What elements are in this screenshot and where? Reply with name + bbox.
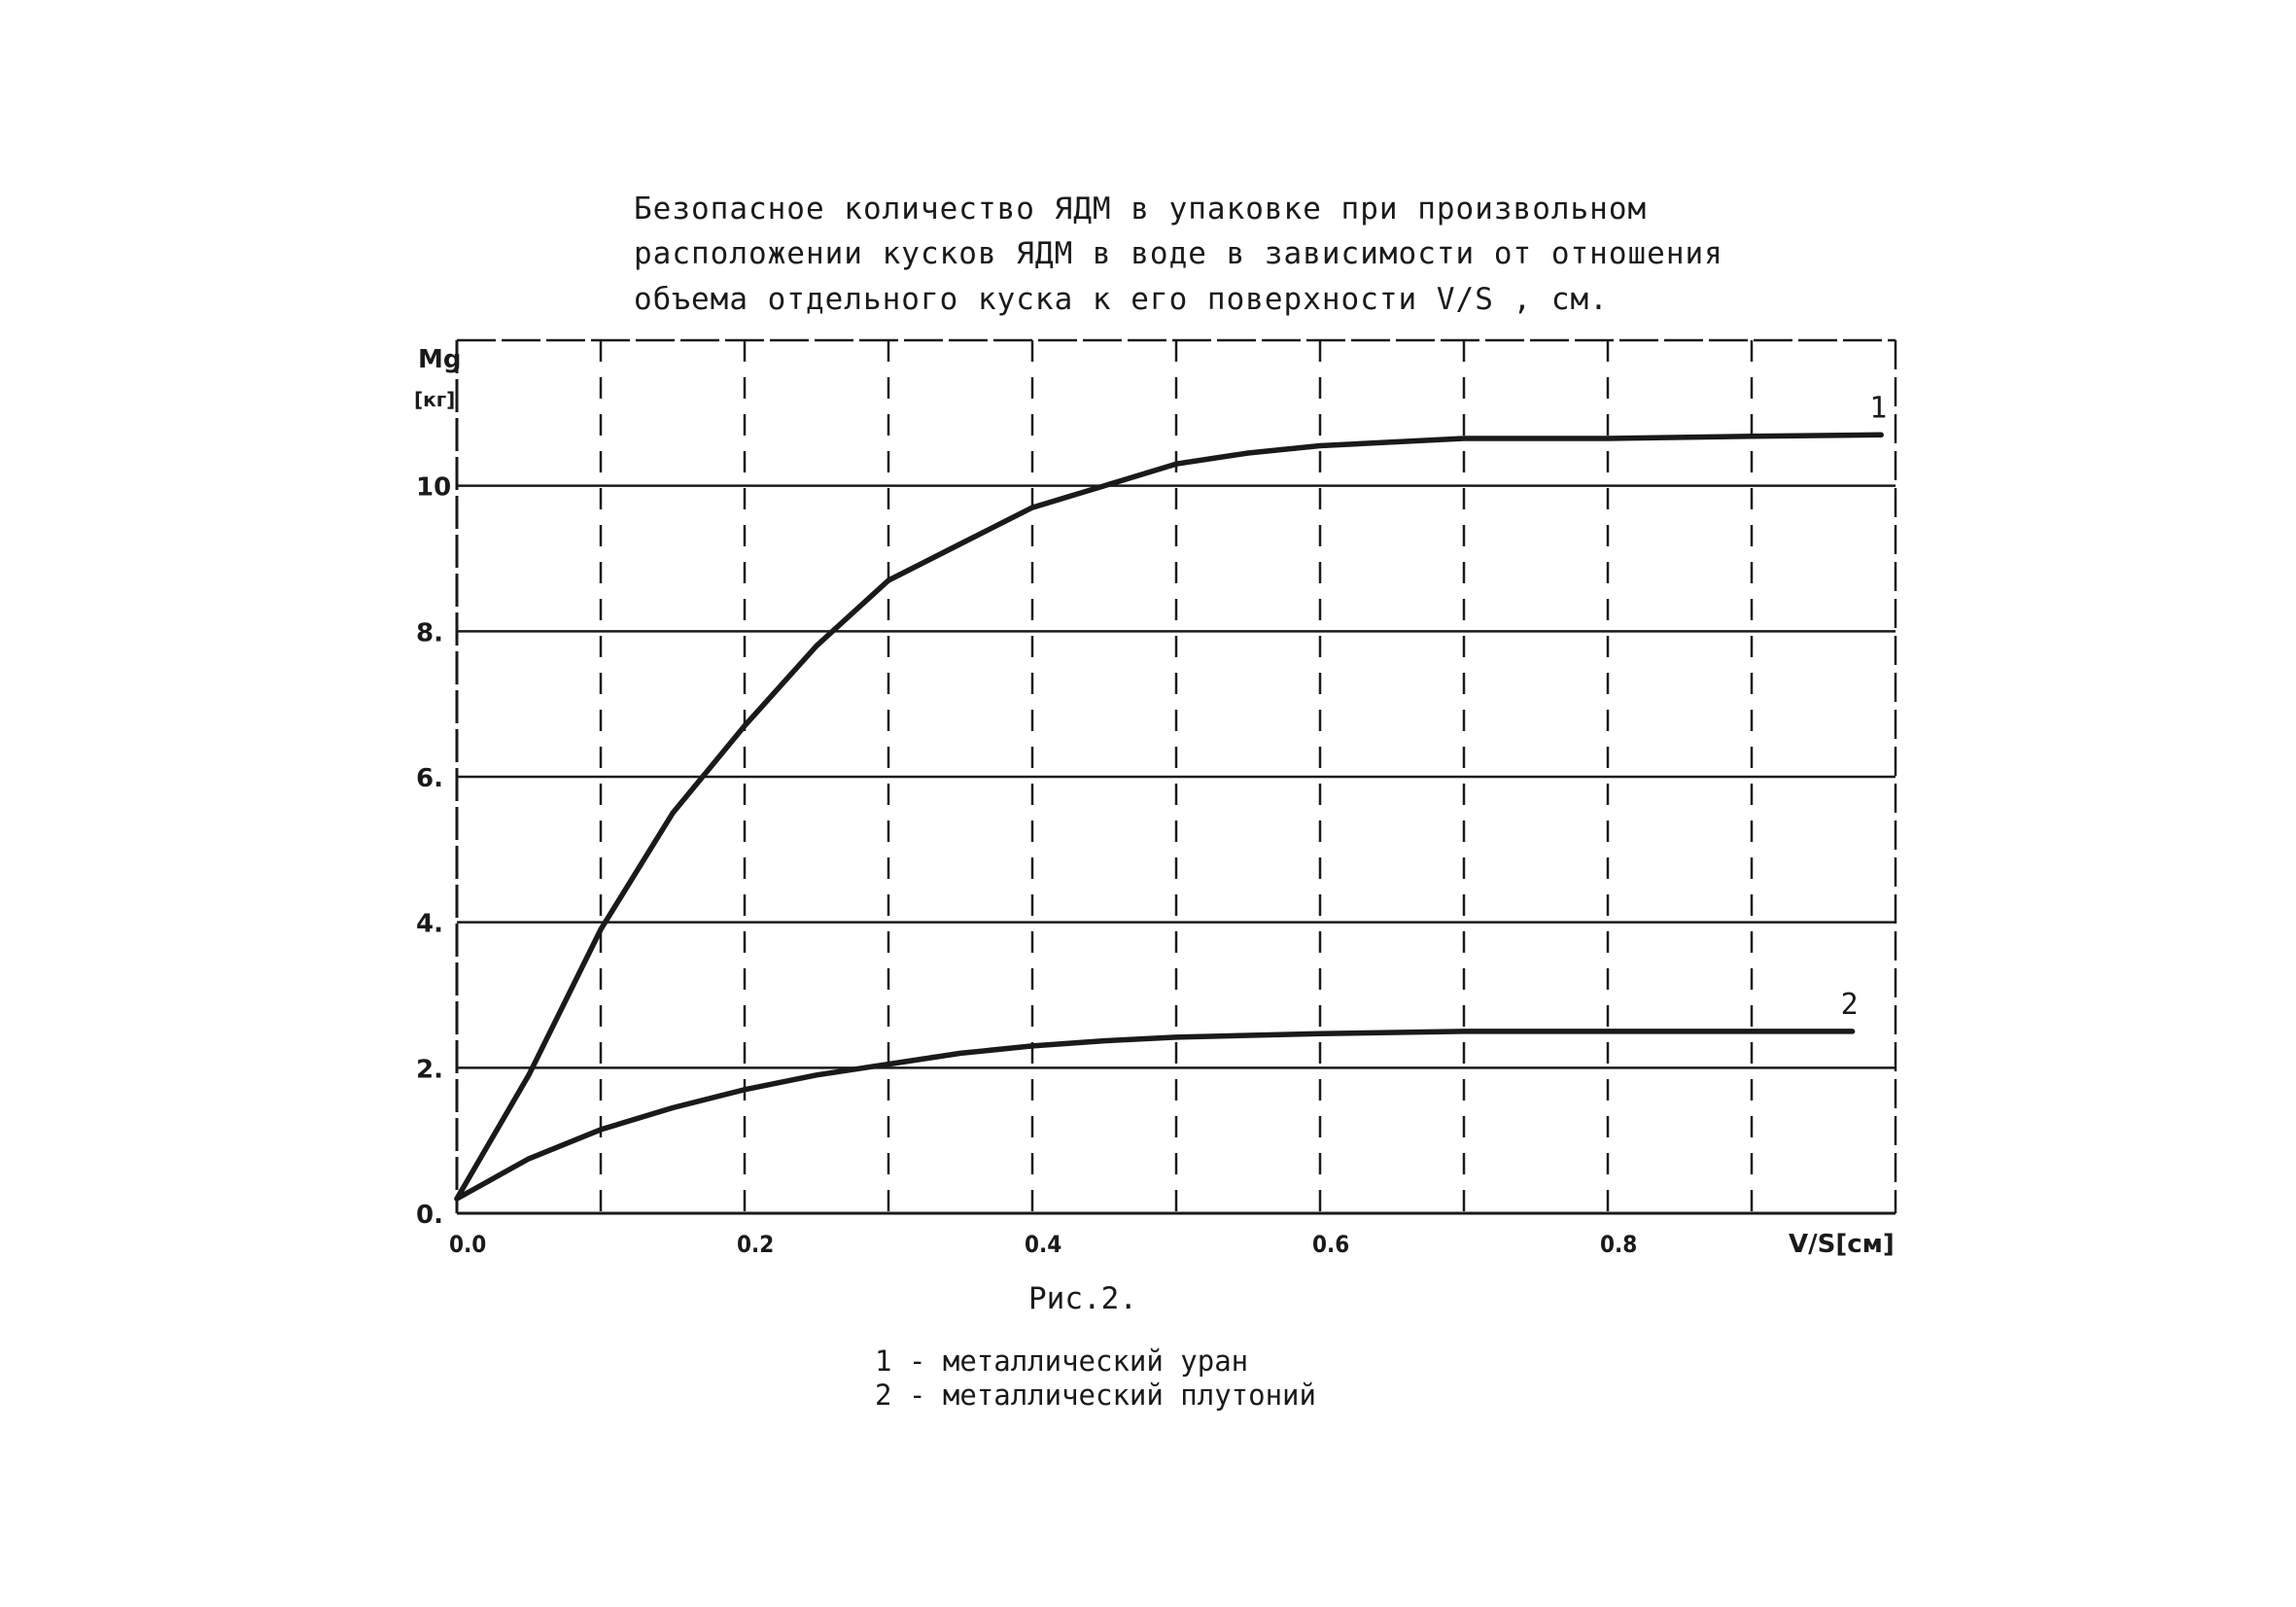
legend-marker-1: 1 <box>875 1345 892 1378</box>
legend-item-2: 2 - металлический плутоний <box>875 1379 1316 1412</box>
figure-caption: Рис.2. <box>1028 1281 1137 1316</box>
x-tick-label-0: 0.0 <box>449 1231 486 1258</box>
legend-text-2: - металлический плутоний <box>908 1379 1316 1412</box>
x-tick-label-4: 0.8 <box>1600 1231 1637 1258</box>
chart-title-line-3: объема отдельного куска к его поверхност… <box>634 282 1609 317</box>
x-tick-label-3: 0.6 <box>1312 1231 1349 1258</box>
labels-layer: 1 2 0.0 0.2 0.4 0.6 0.8 0. 2. 4. 6. 8. 10 Mg [кг] V/S[с… <box>414 345 1895 1259</box>
y-tick-label-2: 4. <box>416 910 443 939</box>
x-axis-label: V/S[см] <box>1789 1230 1895 1259</box>
y-axis-unit-label: [кг] <box>414 388 455 411</box>
y-tick-label-1: 2. <box>416 1055 443 1084</box>
legend-text-1: - металлический уран <box>908 1345 1249 1378</box>
series-line-2 <box>454 1029 1856 1202</box>
y-tick-label-0: 0. <box>416 1201 443 1230</box>
y-axis-label: Mg <box>418 345 461 374</box>
chart-title-line-2: расположении кусков ЯДМ в воде в зависим… <box>634 236 1723 271</box>
y-tick-label-3: 6. <box>416 764 443 793</box>
legend-marker-2: 2 <box>875 1379 892 1412</box>
x-tick-label-1: 0.2 <box>737 1231 774 1258</box>
series-label-1: 1 <box>1869 391 1887 425</box>
grid-layer <box>457 340 1896 1213</box>
series-label-2: 2 <box>1841 988 1859 1022</box>
y-tick-label-4: 8. <box>416 618 443 647</box>
legend-item-1: 1 - металлический уран <box>875 1345 1248 1378</box>
y-tick-label-5: 10 <box>416 473 451 503</box>
series-layer <box>454 432 1884 1202</box>
chart-title-line-1: Безопасное количество ЯДМ в упаковке при… <box>634 192 1648 227</box>
series-line-1 <box>454 432 1884 1202</box>
axes-layer <box>455 338 1897 1215</box>
x-tick-label-2: 0.4 <box>1025 1231 1061 1258</box>
